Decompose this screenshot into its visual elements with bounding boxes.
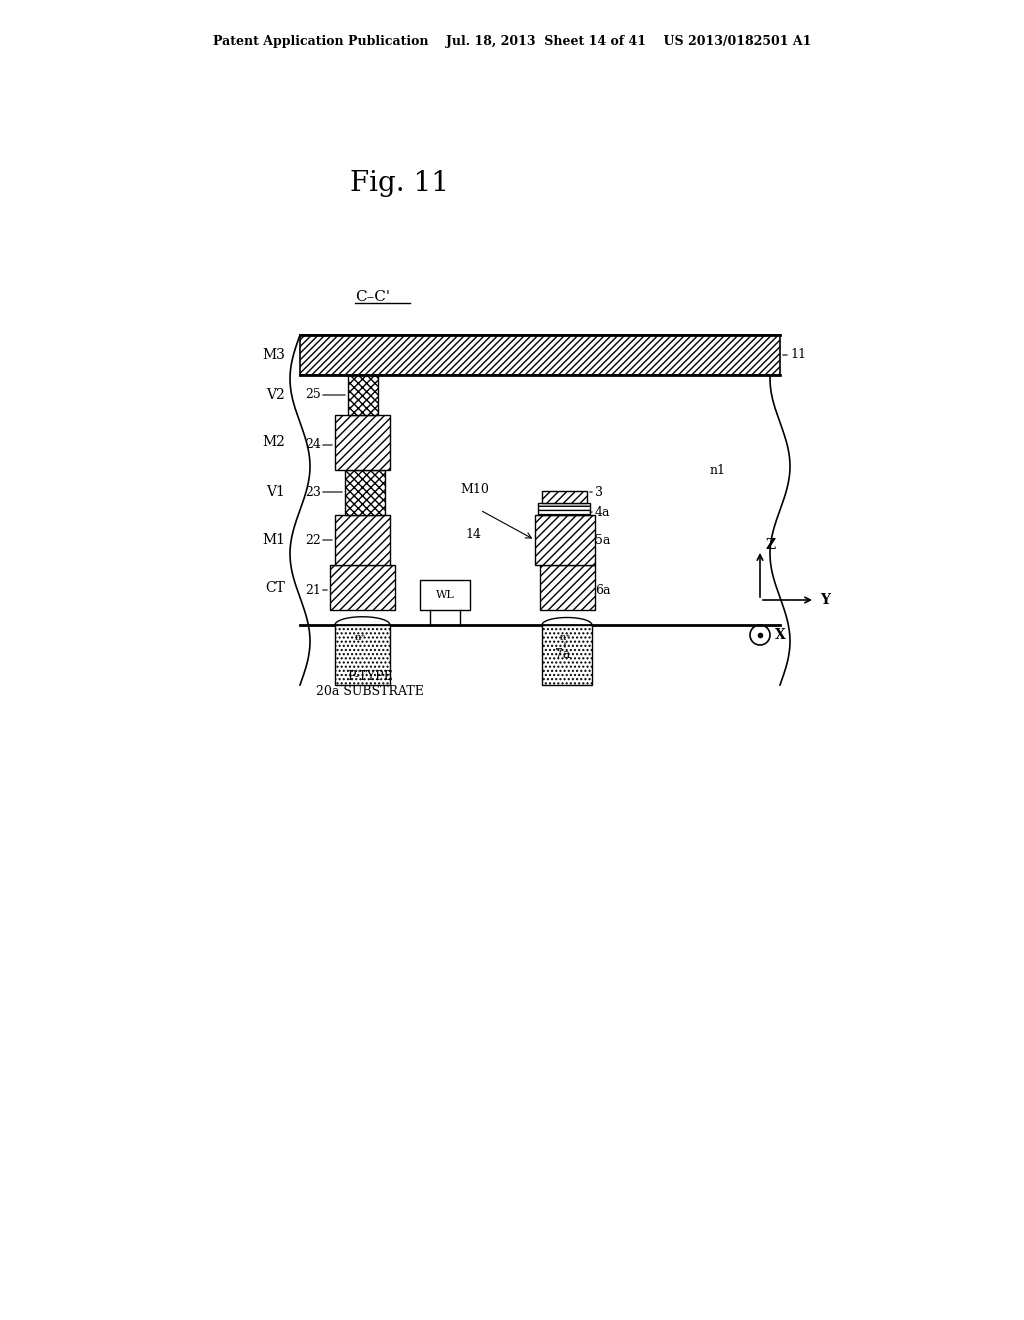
Bar [330, 565, 395, 610]
Text: M3: M3 [262, 348, 285, 362]
Text: 24: 24 [305, 438, 321, 451]
Bar [540, 565, 595, 610]
Text: 21: 21 [305, 583, 321, 597]
Text: 6a: 6a [595, 583, 610, 597]
Text: M10: M10 [460, 483, 488, 496]
Text: n⁺: n⁺ [354, 634, 367, 642]
Text: Fig. 11: Fig. 11 [350, 170, 449, 197]
Text: n⁺: n⁺ [559, 634, 570, 642]
Text: M2: M2 [262, 436, 285, 450]
Text: Patent Application Publication    Jul. 18, 2013  Sheet 14 of 41    US 2013/01825: Patent Application Publication Jul. 18, … [213, 36, 811, 48]
Bar [535, 515, 595, 565]
Bar [542, 491, 587, 503]
Text: 4a: 4a [595, 506, 610, 519]
Text: 11: 11 [790, 348, 806, 362]
Bar [335, 624, 390, 685]
Text: 23: 23 [305, 486, 321, 499]
Bar [420, 579, 470, 610]
Bar [345, 470, 385, 515]
Bar [542, 624, 592, 685]
Text: P-TYPE
20a SUBSTRATE: P-TYPE 20a SUBSTRATE [316, 671, 424, 698]
Text: X: X [775, 628, 785, 642]
Bar [335, 414, 390, 470]
Text: C–C': C–C' [355, 290, 390, 304]
Bar [300, 335, 780, 375]
Text: 14: 14 [465, 528, 481, 541]
Text: 7a: 7a [555, 648, 570, 661]
Text: Z: Z [765, 539, 775, 552]
Text: 25: 25 [305, 388, 321, 401]
Bar [335, 515, 390, 565]
Text: 22: 22 [305, 533, 321, 546]
Text: M1: M1 [262, 533, 285, 546]
Text: 5a: 5a [595, 533, 610, 546]
Bar [348, 375, 378, 414]
Text: V1: V1 [266, 486, 285, 499]
Text: CT: CT [265, 581, 285, 594]
Text: V2: V2 [266, 388, 285, 403]
Bar [538, 503, 590, 515]
Text: WL: WL [435, 590, 455, 601]
Text: 3: 3 [595, 486, 603, 499]
Text: Y: Y [820, 593, 830, 607]
Text: n1: n1 [710, 463, 726, 477]
